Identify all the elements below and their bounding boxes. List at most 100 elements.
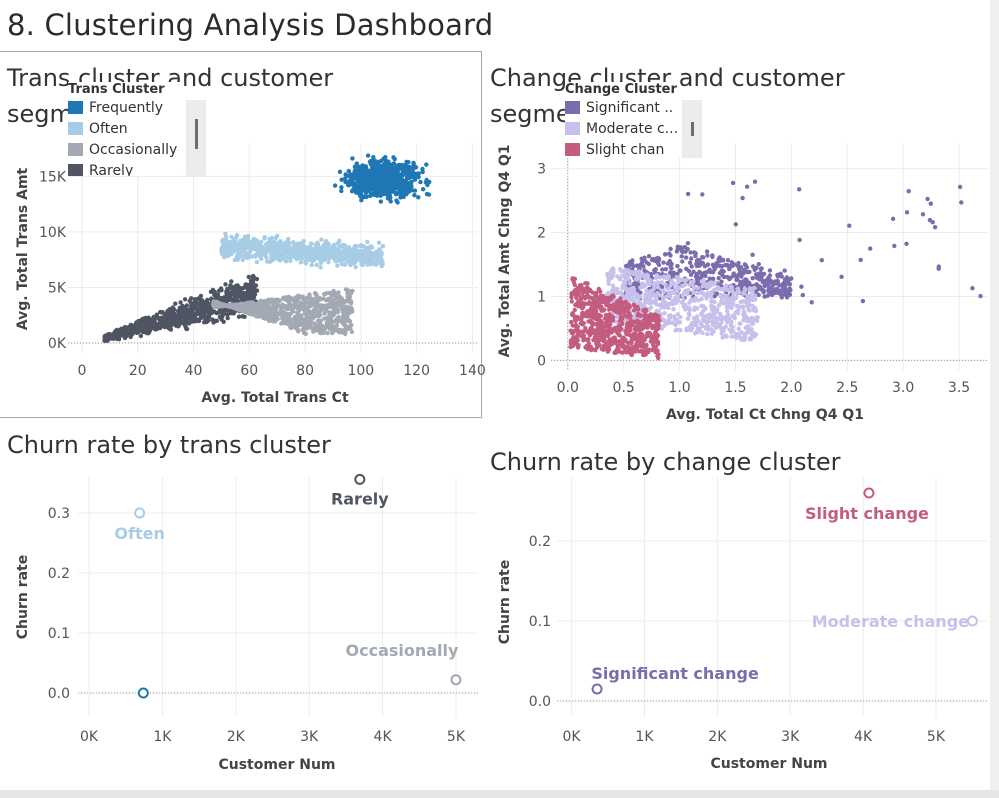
- data-point: [211, 299, 216, 304]
- data-point: [788, 287, 793, 293]
- data-point: [240, 249, 245, 254]
- data-point: [336, 247, 342, 253]
- data-point: [402, 186, 407, 192]
- data-point: [242, 234, 248, 239]
- data-point: [218, 286, 224, 291]
- data-point: [119, 329, 125, 334]
- data-point: [223, 231, 228, 236]
- data-point: [229, 234, 234, 240]
- data-point: [669, 261, 674, 267]
- data-point: [373, 166, 379, 171]
- data-point: [674, 327, 680, 332]
- data-point: [729, 329, 734, 335]
- x-tick-label: 0: [77, 363, 86, 379]
- data-point: [684, 326, 689, 331]
- data-point: [734, 335, 739, 340]
- data-point: [229, 279, 234, 284]
- data-point: [264, 259, 270, 264]
- data-point: [248, 286, 253, 291]
- data-point: [170, 321, 175, 326]
- data-point: [699, 296, 704, 302]
- data-point: [298, 260, 304, 265]
- data-point: [150, 324, 156, 330]
- data-point: [329, 304, 334, 309]
- data-point: [705, 332, 710, 337]
- data-point: [719, 331, 724, 336]
- data-point: [652, 268, 657, 273]
- data-point: [259, 252, 264, 257]
- data-point: [904, 241, 909, 246]
- data-point: [365, 239, 370, 245]
- data-point: [314, 292, 319, 297]
- data-point: [346, 288, 351, 293]
- data-point: [219, 247, 224, 253]
- data-point: [609, 276, 614, 281]
- data-point: [350, 156, 355, 161]
- data-point: [707, 284, 712, 289]
- data-point: [380, 244, 386, 249]
- data-point: [761, 290, 766, 295]
- data-point: [728, 322, 734, 328]
- data-point: [167, 307, 172, 312]
- data-point: [308, 311, 313, 316]
- data-point: [749, 331, 754, 337]
- data-point: [363, 190, 369, 195]
- data-point: [240, 257, 245, 263]
- data-point: [671, 270, 677, 275]
- data-point: [182, 297, 188, 302]
- data-point: [347, 295, 352, 301]
- data-point: [742, 313, 748, 318]
- data-point: [413, 165, 419, 170]
- data-point: [214, 318, 220, 323]
- data-point: [217, 295, 223, 301]
- data-point: [667, 251, 672, 256]
- data-point: [672, 301, 677, 306]
- data-point: [717, 258, 723, 264]
- data-point: [310, 326, 315, 331]
- data-point: [687, 305, 692, 310]
- data-point: [347, 319, 353, 324]
- data-point: [138, 333, 144, 339]
- data-point: [324, 298, 329, 303]
- data-point: [403, 170, 408, 175]
- data-point: [691, 290, 696, 295]
- data-point: [583, 325, 588, 331]
- data-point: [340, 302, 345, 307]
- data-point: [669, 290, 674, 296]
- data-point: [936, 264, 941, 269]
- data-point: [727, 297, 732, 302]
- data-point: [260, 308, 265, 313]
- data-point: [300, 317, 305, 323]
- right-scroll-strip[interactable]: [990, 0, 999, 798]
- data-point: [263, 242, 269, 247]
- data-point: [579, 316, 584, 321]
- data-point: [286, 299, 292, 304]
- data-point: [361, 252, 366, 257]
- bottom-scroll-strip[interactable]: [0, 790, 999, 798]
- data-point: [273, 304, 278, 309]
- data-point: [702, 270, 707, 276]
- data-point: [392, 185, 397, 190]
- data-point: [326, 247, 332, 252]
- data-point: [346, 168, 351, 174]
- data-point: [355, 252, 360, 258]
- y-tick-label: 0.1: [529, 614, 551, 630]
- data-point: [265, 304, 271, 309]
- data-point: [763, 278, 768, 283]
- data-point: [725, 263, 730, 268]
- data-point: [279, 245, 284, 250]
- data-point: [240, 314, 245, 319]
- data-point: [246, 243, 251, 248]
- data-point: [680, 259, 685, 264]
- y-tick-label: 5K: [48, 280, 67, 296]
- data-point: [391, 155, 396, 160]
- data-point: [330, 291, 335, 296]
- data-point: [640, 281, 645, 286]
- data-point: [393, 181, 398, 186]
- data-point: [342, 262, 347, 267]
- data-point: [738, 337, 744, 342]
- data-point: [675, 244, 680, 249]
- data-point: [668, 246, 673, 252]
- data-point: [349, 254, 354, 259]
